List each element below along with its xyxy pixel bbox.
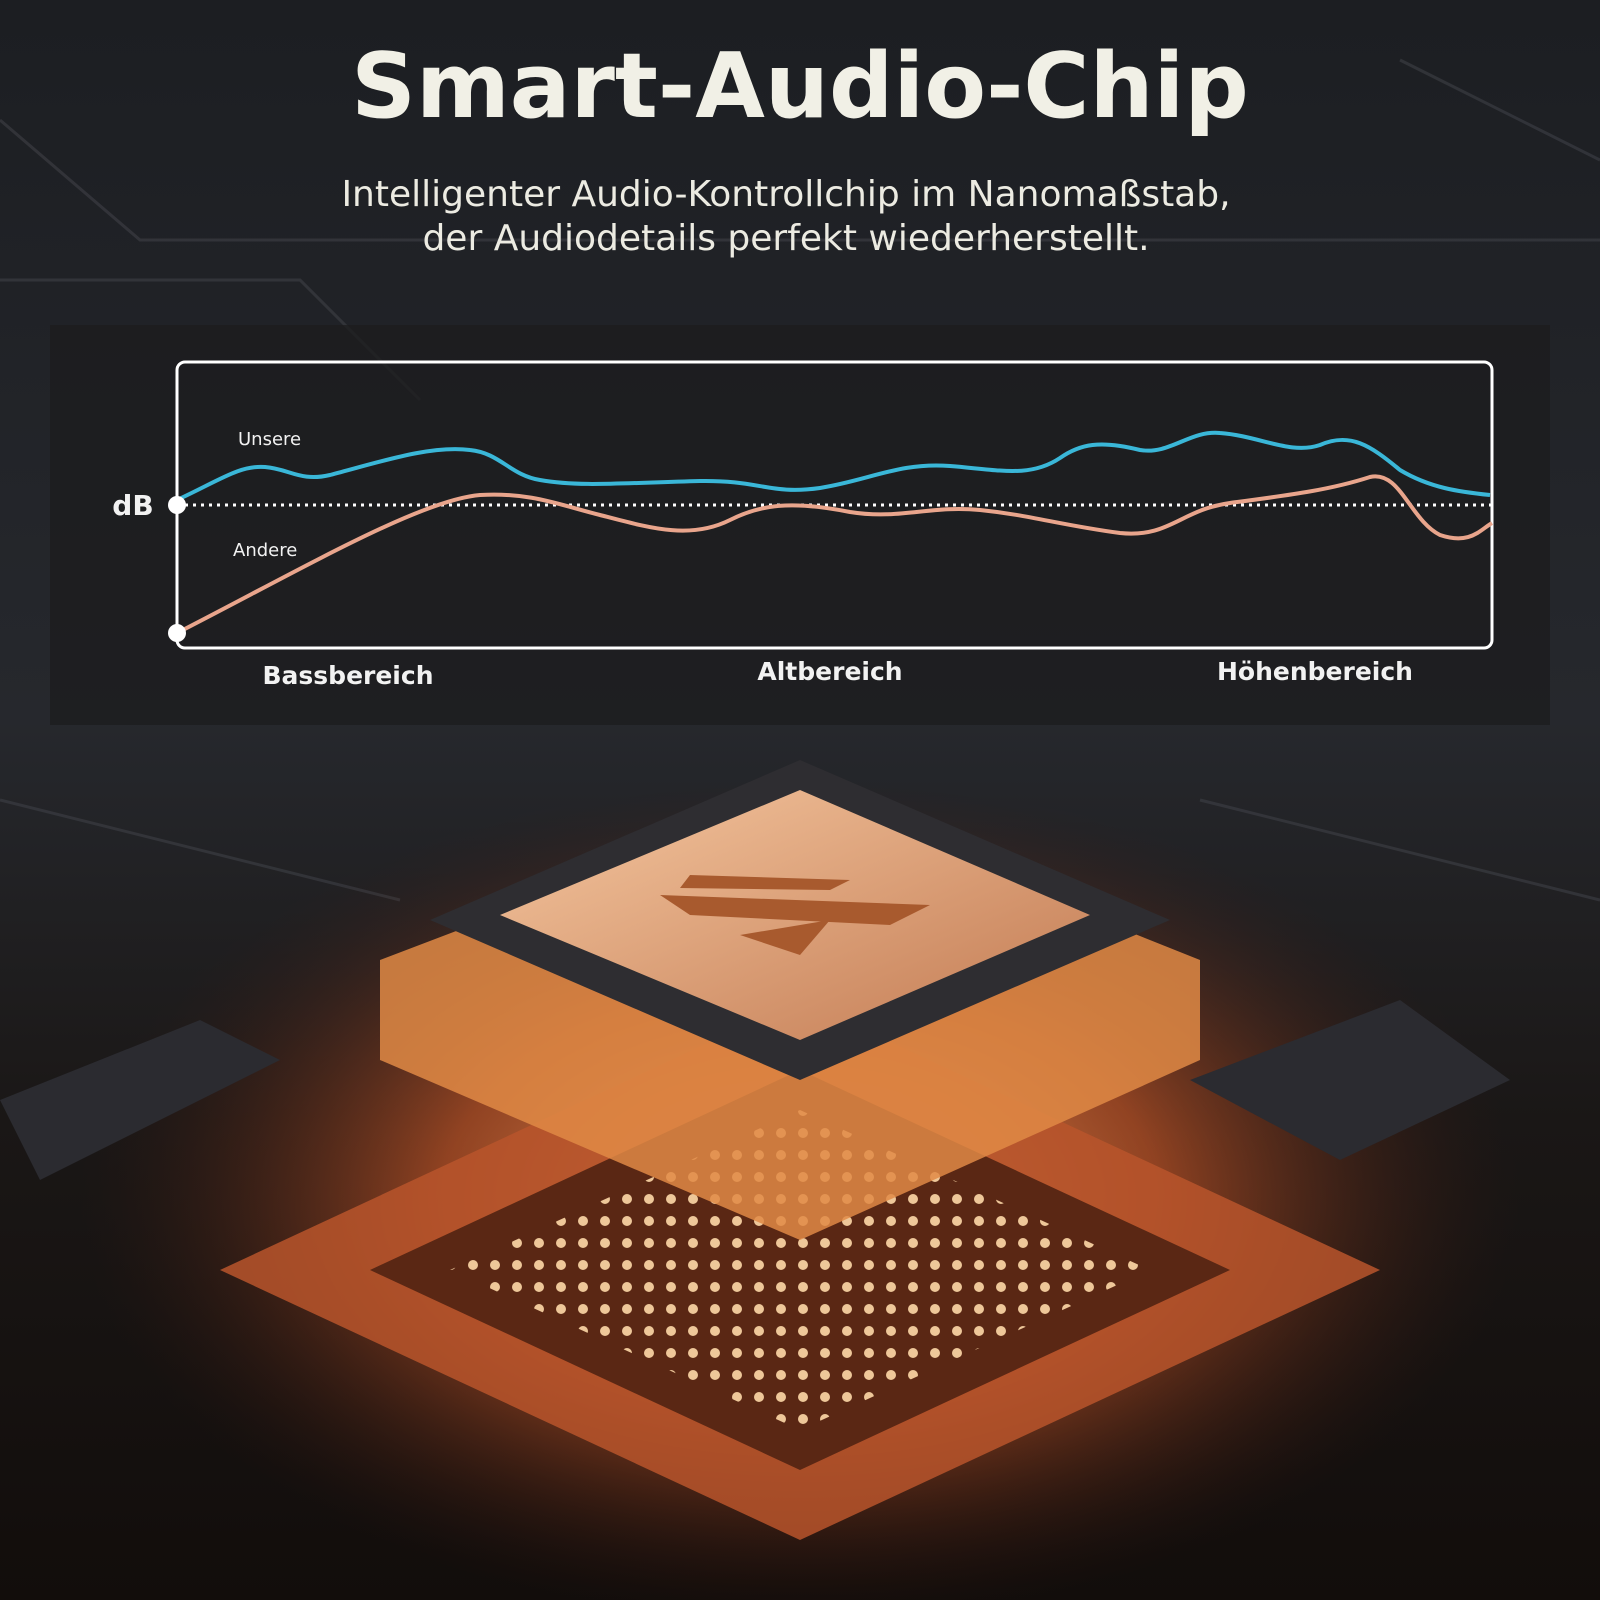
region-label: Höhenbereich <box>1217 657 1413 686</box>
curve-ours <box>176 430 1491 502</box>
axis-dot <box>168 624 186 642</box>
subtitle: der Audiodetails perfekt wiederherstellt… <box>422 218 1149 259</box>
region-label: Bassbereich <box>262 661 433 690</box>
curve-others <box>176 474 1494 635</box>
graph-panel <box>50 325 1550 725</box>
circuit-lines <box>0 58 1600 902</box>
series-label: Unsere <box>238 429 301 450</box>
series-label: Andere <box>233 540 297 561</box>
axis-dot <box>168 496 186 514</box>
region-label: Altbereich <box>757 657 902 686</box>
y-label: dB <box>112 489 153 522</box>
chip-illustration <box>0 760 1510 1540</box>
title: Smart-Audio-Chip <box>351 34 1249 139</box>
subtitle: Intelligenter Audio-Kontrollchip im Nano… <box>341 174 1230 215</box>
